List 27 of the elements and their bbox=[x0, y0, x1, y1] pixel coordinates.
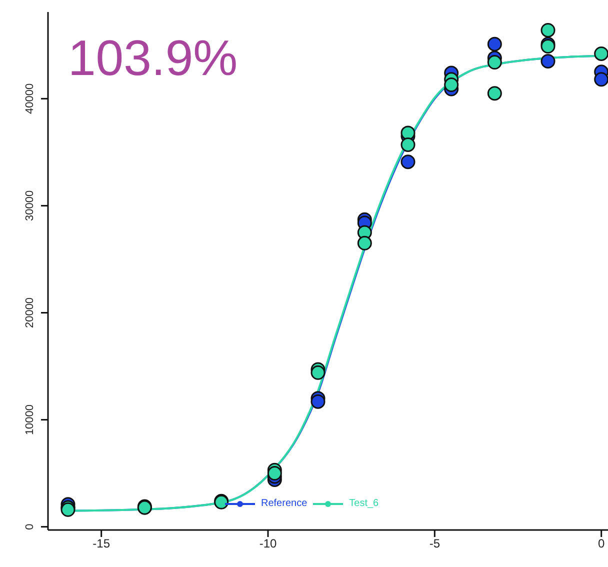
point bbox=[594, 72, 608, 87]
point bbox=[487, 86, 502, 101]
point bbox=[357, 236, 372, 250]
y-tick-label: 20000 bbox=[24, 297, 36, 328]
point bbox=[267, 466, 282, 481]
y-tick-label: 10000 bbox=[24, 404, 36, 436]
point bbox=[487, 36, 502, 52]
x-tick-label: -10 bbox=[259, 536, 277, 551]
x-tick-label: -15 bbox=[92, 536, 110, 551]
point bbox=[400, 154, 416, 170]
point bbox=[487, 55, 502, 70]
point bbox=[444, 78, 459, 92]
x-tick-label: 0 bbox=[598, 536, 605, 551]
point bbox=[540, 54, 556, 68]
legend-label: Reference bbox=[261, 498, 308, 509]
x-tick-label: -5 bbox=[429, 536, 440, 551]
point bbox=[310, 365, 326, 380]
point bbox=[540, 22, 556, 38]
point bbox=[400, 137, 416, 152]
y-tick-label: 40000 bbox=[24, 83, 36, 114]
point bbox=[400, 126, 416, 140]
point bbox=[310, 394, 326, 409]
point bbox=[594, 46, 608, 61]
legend-label: Test_6 bbox=[349, 498, 379, 509]
y-tick-label: 30000 bbox=[24, 190, 36, 222]
y-tick-label: 0 bbox=[24, 524, 36, 530]
annotation: 103.9% bbox=[68, 30, 238, 86]
